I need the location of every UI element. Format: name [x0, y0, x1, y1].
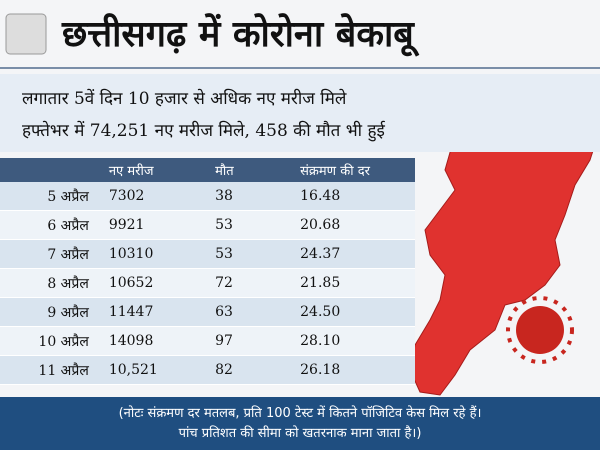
- value-cell: 26.18: [292, 355, 415, 385]
- value-cell: 97: [207, 326, 293, 356]
- value-cell: 10,521: [100, 355, 208, 385]
- title: छत्तीसगढ़ में कोरोना बेकाबू: [62, 14, 414, 55]
- subtitle: लगातार 5वें दिन 10 हजार से अधिक नए मरीज …: [22, 89, 347, 109]
- table-row: 9 अप्रैल 11447 63 24.50: [0, 297, 415, 327]
- subtitle-box: लगातार 5वें दिन 10 हजार से अधिक नए मरीज …: [0, 74, 600, 152]
- virus-icon: [506, 296, 574, 364]
- column-header: मौत: [207, 158, 293, 182]
- value-cell: 24.50: [292, 297, 415, 327]
- note-box: (नोटः संक्रमण दर मतलब, प्रति 100 टेस्ट म…: [0, 397, 600, 450]
- value-cell: 9921: [100, 210, 208, 240]
- header-row: नए मरीज मौत संक्रमण की दर: [0, 158, 415, 182]
- value-cell: 11447: [100, 297, 208, 327]
- note: पांच प्रतिशत की सीमा को खतरनाक माना जाता…: [178, 426, 422, 441]
- value-cell: 7302: [100, 182, 208, 211]
- date-cell: 11 अप्रैल: [0, 355, 101, 385]
- table-row: 10 अप्रैल 14098 97 28.10: [0, 326, 415, 356]
- date-cell: 9 अप्रैल: [0, 297, 101, 327]
- column-header: संक्रमण की दर: [292, 158, 415, 182]
- value-cell: 21.85: [292, 268, 415, 298]
- value-cell: 24.37: [292, 239, 415, 269]
- column-header: नए मरीज: [100, 158, 208, 182]
- value-cell: 10310: [100, 239, 208, 269]
- value-cell: 20.68: [292, 210, 415, 240]
- value-cell: 53: [207, 210, 293, 240]
- value-cell: 16.48: [292, 182, 415, 211]
- note: (नोटः संक्रमण दर मतलब, प्रति 100 टेस्ट म…: [118, 406, 482, 421]
- value-cell: 63: [207, 297, 293, 327]
- date-cell: 7 अप्रैल: [0, 239, 101, 269]
- date-cell: 5 अप्रैल: [0, 182, 101, 211]
- date-cell: 10 अप्रैल: [0, 326, 101, 356]
- value-cell: 82: [207, 355, 293, 385]
- value-cell: 28.10: [292, 326, 415, 356]
- value-cell: 53: [207, 239, 293, 269]
- value-cell: 38: [207, 182, 293, 211]
- table-row: 8 अप्रैल 10652 72 21.85: [0, 268, 415, 298]
- value-cell: 10652: [100, 268, 208, 298]
- value-cell: 72: [207, 268, 293, 298]
- logo-icon: [5, 13, 47, 55]
- table-row: 11 अप्रैल 10,521 82 26.18: [0, 355, 415, 385]
- table-row: 7 अप्रैल 10310 53 24.37: [0, 239, 415, 269]
- date-cell: 8 अप्रैल: [0, 268, 101, 298]
- value-cell: 14098: [100, 326, 208, 356]
- subtitle: हफ्तेभर में 74,251 नए मरीज मिले, 458 की …: [22, 121, 385, 141]
- table: नए मरीज मौत संक्रमण की दर 5 अप्रैल 7302 38 16.…: [0, 158, 415, 385]
- table-row: 5 अप्रैल 7302 38 16.48: [0, 182, 415, 211]
- table-row: 6 अप्रैल 9921 53 20.68: [0, 210, 415, 240]
- date-cell: 6 अप्रैल: [0, 210, 101, 240]
- column-header: [0, 158, 101, 182]
